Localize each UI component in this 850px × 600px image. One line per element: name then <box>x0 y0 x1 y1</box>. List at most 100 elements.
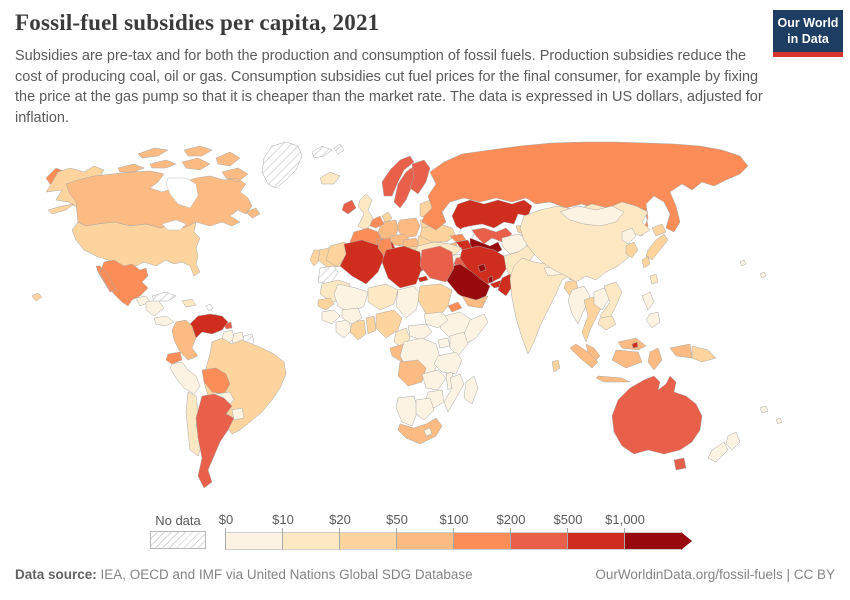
country-mongolia[interactable] <box>559 205 625 227</box>
country-north-korea[interactable] <box>621 227 637 245</box>
country-botswana[interactable] <box>415 397 435 421</box>
country-argentina[interactable] <box>195 393 235 489</box>
country-chile[interactable] <box>185 391 203 457</box>
country-kenya[interactable] <box>449 331 469 357</box>
no-data-label: No data <box>155 513 201 528</box>
country-hispaniola[interactable] <box>181 298 197 308</box>
country-algeria[interactable] <box>339 239 385 285</box>
country-togo-benin[interactable] <box>365 315 377 335</box>
country-cambodia[interactable] <box>597 315 617 331</box>
country-cuba[interactable] <box>151 291 177 302</box>
world-map[interactable] <box>0 138 850 510</box>
country-honduras-nicaragua[interactable] <box>145 299 165 317</box>
country-indonesia[interactable] <box>569 343 693 383</box>
country-angola[interactable] <box>397 359 427 387</box>
legend-bin[interactable]: $20 <box>329 512 396 550</box>
country-netherlands-belgium[interactable] <box>369 215 385 229</box>
country-mexico[interactable] <box>95 259 149 307</box>
country-south-africa[interactable] <box>397 417 443 445</box>
legend-bin[interactable]: $1,000 <box>605 512 681 550</box>
country-united-kingdom[interactable] <box>357 193 375 231</box>
owid-logo-line1: Our World <box>777 16 839 30</box>
country-greenland[interactable] <box>261 141 303 189</box>
no-data-swatch[interactable] <box>150 531 206 549</box>
country-south-sudan[interactable] <box>423 311 449 329</box>
country-new-zealand[interactable] <box>707 431 741 463</box>
country-qatar[interactable] <box>487 275 494 284</box>
country-united-states[interactable] <box>71 221 201 277</box>
legend-bin[interactable]: $200 <box>497 512 567 550</box>
legend-tick-label: $50 <box>386 512 408 527</box>
country-japan[interactable] <box>641 223 669 269</box>
country-nigeria[interactable] <box>375 309 403 339</box>
country-bolivia[interactable] <box>201 367 231 395</box>
country-portugal[interactable] <box>309 249 321 267</box>
country-laos[interactable] <box>593 287 611 311</box>
country-senegal[interactable] <box>317 297 335 311</box>
legend-tick-label: $20 <box>329 512 351 527</box>
country-brunei[interactable] <box>631 341 639 349</box>
country-malaysia[interactable] <box>585 337 647 363</box>
country-svalbard[interactable] <box>311 143 345 159</box>
country-niger[interactable] <box>367 283 399 311</box>
country-madagascar[interactable] <box>463 375 479 405</box>
country-iceland[interactable] <box>319 171 341 185</box>
country-philippines[interactable] <box>641 291 661 329</box>
country-burkina-faso[interactable] <box>341 307 363 325</box>
legend-bin[interactable]: $0 <box>219 512 282 550</box>
country-denmark[interactable] <box>381 211 393 225</box>
country-norway[interactable] <box>381 155 415 197</box>
country-papua-new-guinea[interactable] <box>691 345 717 363</box>
data-source-label: Data source: <box>15 567 97 582</box>
country-venezuela[interactable] <box>189 313 229 339</box>
country-uganda[interactable] <box>437 337 451 349</box>
country-south-korea[interactable] <box>625 241 639 259</box>
country-colombia[interactable] <box>171 319 199 361</box>
country-costa-rica-panama[interactable] <box>153 315 175 327</box>
country-zambia[interactable] <box>421 369 447 391</box>
country-canada[interactable] <box>65 145 261 229</box>
data-source: Data source: IEA, OECD and IMF via Unite… <box>15 567 473 582</box>
legend-bin[interactable]: $10 <box>272 512 339 550</box>
country-eritrea[interactable] <box>447 301 463 313</box>
country-ecuador[interactable] <box>165 351 183 365</box>
legend-bin[interactable]: $500 <box>554 512 624 550</box>
country-vietnam[interactable] <box>599 281 623 323</box>
legend-bins[interactable]: $0 $10 $20 $50 $100 $200 $500 $1,000 <box>219 512 692 550</box>
country-peru[interactable] <box>169 361 201 395</box>
legend-no-data[interactable]: No data <box>150 513 206 549</box>
country-yemen[interactable] <box>461 295 489 309</box>
country-libya[interactable] <box>381 245 423 289</box>
owid-logo[interactable]: Our World in Data <box>773 10 843 58</box>
country-sri-lanka[interactable] <box>551 359 561 373</box>
great-lakes <box>161 219 187 231</box>
owid-logo-line2: in Data <box>787 31 829 46</box>
country-western-sahara[interactable] <box>317 265 339 285</box>
country-kuwait[interactable] <box>477 263 487 273</box>
country-chad[interactable] <box>395 285 421 319</box>
country-ireland[interactable] <box>341 199 357 215</box>
country-taiwan[interactable] <box>649 273 659 285</box>
country-georgia[interactable] <box>449 233 467 243</box>
legend-bin[interactable]: $100 <box>440 512 510 550</box>
country-lesotho[interactable] <box>423 427 433 437</box>
country-finland[interactable] <box>409 159 431 195</box>
legend-bin[interactable]: $50 <box>386 512 453 550</box>
country-pacific-islands[interactable] <box>739 259 783 425</box>
country-kazakhstan[interactable] <box>451 199 533 231</box>
country-sudan[interactable] <box>417 283 453 319</box>
country-australia[interactable] <box>611 375 703 471</box>
chart-footer: Data source: IEA, OECD and IMF via Unite… <box>15 567 835 582</box>
country-guinea[interactable] <box>321 309 341 325</box>
country-myanmar[interactable] <box>567 285 591 325</box>
legend-arrow-cap <box>681 532 692 550</box>
country-namibia[interactable] <box>395 395 419 427</box>
credit-link[interactable]: OurWorldinData.org/fossil-fuels | CC BY <box>595 567 835 582</box>
country-ghana[interactable] <box>349 319 367 341</box>
country-mozambique[interactable] <box>443 373 465 413</box>
country-central-african-republic[interactable] <box>407 323 433 341</box>
country-egypt[interactable] <box>419 245 455 283</box>
country-tanzania[interactable] <box>433 351 463 375</box>
hudson-bay <box>165 177 199 209</box>
country-uruguay[interactable] <box>231 407 245 421</box>
